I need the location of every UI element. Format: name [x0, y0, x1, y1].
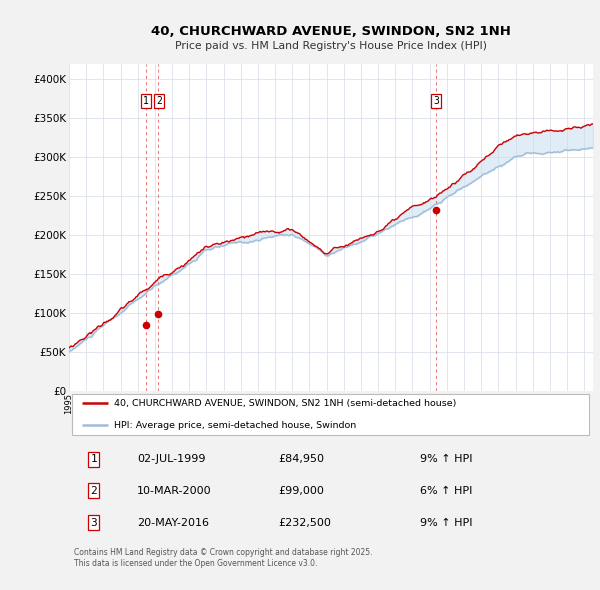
Text: £99,000: £99,000: [278, 486, 325, 496]
Text: £232,500: £232,500: [278, 517, 331, 527]
Text: 10-MAR-2000: 10-MAR-2000: [137, 486, 212, 496]
Text: £84,950: £84,950: [278, 454, 325, 464]
Text: 1: 1: [143, 96, 149, 106]
Text: HPI: Average price, semi-detached house, Swindon: HPI: Average price, semi-detached house,…: [113, 421, 356, 430]
Text: 02-JUL-1999: 02-JUL-1999: [137, 454, 206, 464]
Text: 6% ↑ HPI: 6% ↑ HPI: [420, 486, 472, 496]
Text: 40, CHURCHWARD AVENUE, SWINDON, SN2 1NH: 40, CHURCHWARD AVENUE, SWINDON, SN2 1NH: [151, 25, 511, 38]
Text: 1: 1: [90, 454, 97, 464]
FancyBboxPatch shape: [71, 394, 589, 435]
Text: 9% ↑ HPI: 9% ↑ HPI: [420, 517, 472, 527]
Text: 3: 3: [433, 96, 439, 106]
Text: Contains HM Land Registry data © Crown copyright and database right 2025.
This d: Contains HM Land Registry data © Crown c…: [74, 548, 373, 568]
Text: Price paid vs. HM Land Registry's House Price Index (HPI): Price paid vs. HM Land Registry's House …: [175, 41, 487, 51]
Text: 2: 2: [156, 96, 162, 106]
Text: 20-MAY-2016: 20-MAY-2016: [137, 517, 209, 527]
Text: 40, CHURCHWARD AVENUE, SWINDON, SN2 1NH (semi-detached house): 40, CHURCHWARD AVENUE, SWINDON, SN2 1NH …: [113, 399, 456, 408]
Text: 3: 3: [90, 517, 97, 527]
Text: 2: 2: [90, 486, 97, 496]
Text: 9% ↑ HPI: 9% ↑ HPI: [420, 454, 472, 464]
